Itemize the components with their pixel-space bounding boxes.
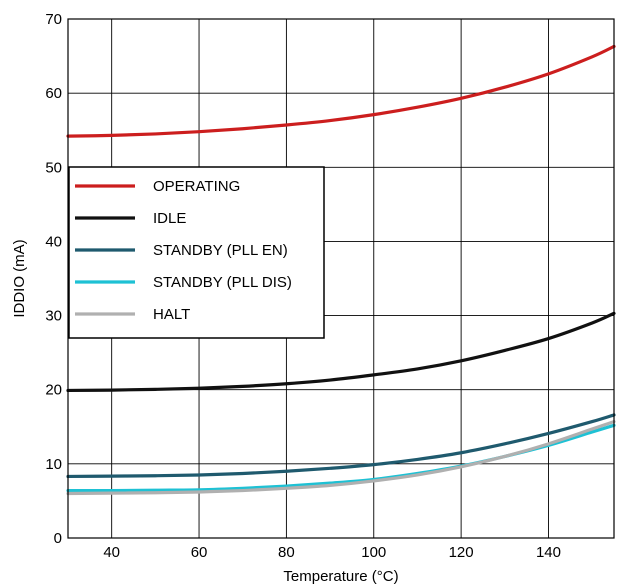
tick-labels: 40 60 80 100 120 140 0 10 20 30 40 50 60 70 bbox=[45, 11, 561, 561]
y-tick-label: 0 bbox=[54, 530, 62, 547]
series-lines bbox=[66, 44, 616, 496]
series-line-1 bbox=[66, 311, 616, 393]
x-tick-label: 60 bbox=[191, 544, 208, 561]
y-tick-label: 50 bbox=[45, 159, 62, 176]
y-tick-label: 60 bbox=[45, 85, 62, 102]
x-axis-title: Temperature (°C) bbox=[283, 568, 398, 584]
x-tick-label: 120 bbox=[449, 544, 474, 561]
y-tick-label: 70 bbox=[45, 11, 62, 28]
y-tick-label: 30 bbox=[45, 308, 62, 325]
y-tick-label: 40 bbox=[45, 233, 62, 250]
legend-box bbox=[68, 166, 325, 339]
legend-label: STANDBY (PLL EN) bbox=[153, 242, 288, 259]
x-tick-label: 40 bbox=[103, 544, 120, 561]
x-tick-label: 100 bbox=[361, 544, 386, 561]
y-axis-title: IDDIO (mA) bbox=[11, 239, 28, 317]
legend: OPERATING IDLE STANDBY (PLL EN) STANDBY (PL… bbox=[68, 166, 325, 339]
x-tick-label: 140 bbox=[536, 544, 561, 561]
legend-label: OPERATING bbox=[153, 178, 240, 195]
plot-frame bbox=[67, 18, 615, 539]
legend-label: STANDBY (PLL DIS) bbox=[153, 274, 292, 291]
y-tick-label: 10 bbox=[45, 456, 62, 473]
y-tick-label: 20 bbox=[45, 382, 62, 399]
legend-label: HALT bbox=[153, 306, 190, 323]
legend-label: IDLE bbox=[153, 210, 186, 227]
x-tick-label: 80 bbox=[278, 544, 295, 561]
series-line-4 bbox=[66, 420, 616, 496]
series-line-0 bbox=[66, 44, 616, 138]
series-line-2 bbox=[66, 413, 616, 479]
